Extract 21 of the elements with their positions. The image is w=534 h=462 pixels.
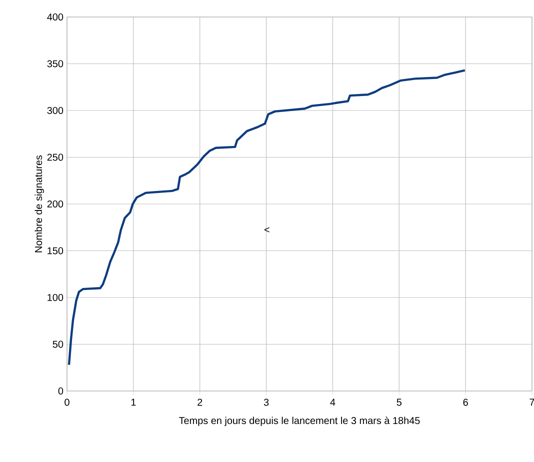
y-tick-label: 300: [47, 106, 64, 114]
x-tick-label: 6: [463, 398, 468, 406]
y-tick-label: 200: [47, 200, 64, 208]
x-tick-label: 0: [64, 398, 70, 406]
x-tick-label: 2: [198, 398, 202, 406]
y-tick-label: 400: [47, 13, 64, 21]
x-tick-label: 4: [330, 398, 336, 406]
line-series: [68, 69, 466, 366]
y-tick-label: 100: [48, 294, 64, 302]
y-tick-label: 350: [47, 60, 64, 68]
y-axis-title: Nombre de signatures: [34, 155, 44, 252]
x-axis-title: Temps en jours depuis le lancement le 3 mars à 18h45: [178, 416, 420, 426]
annotation: <: [264, 227, 270, 232]
x-tick-label: 1: [131, 398, 136, 406]
x-tick-label: 3: [264, 398, 269, 406]
y-tick-label: 150: [48, 247, 64, 254]
y-tick-label: 50: [52, 340, 64, 348]
x-tick-label: 5: [396, 398, 402, 406]
y-tick-label: 0: [58, 387, 64, 395]
y-tick-label: 250: [47, 154, 64, 161]
x-tick-label: 7: [530, 398, 534, 406]
